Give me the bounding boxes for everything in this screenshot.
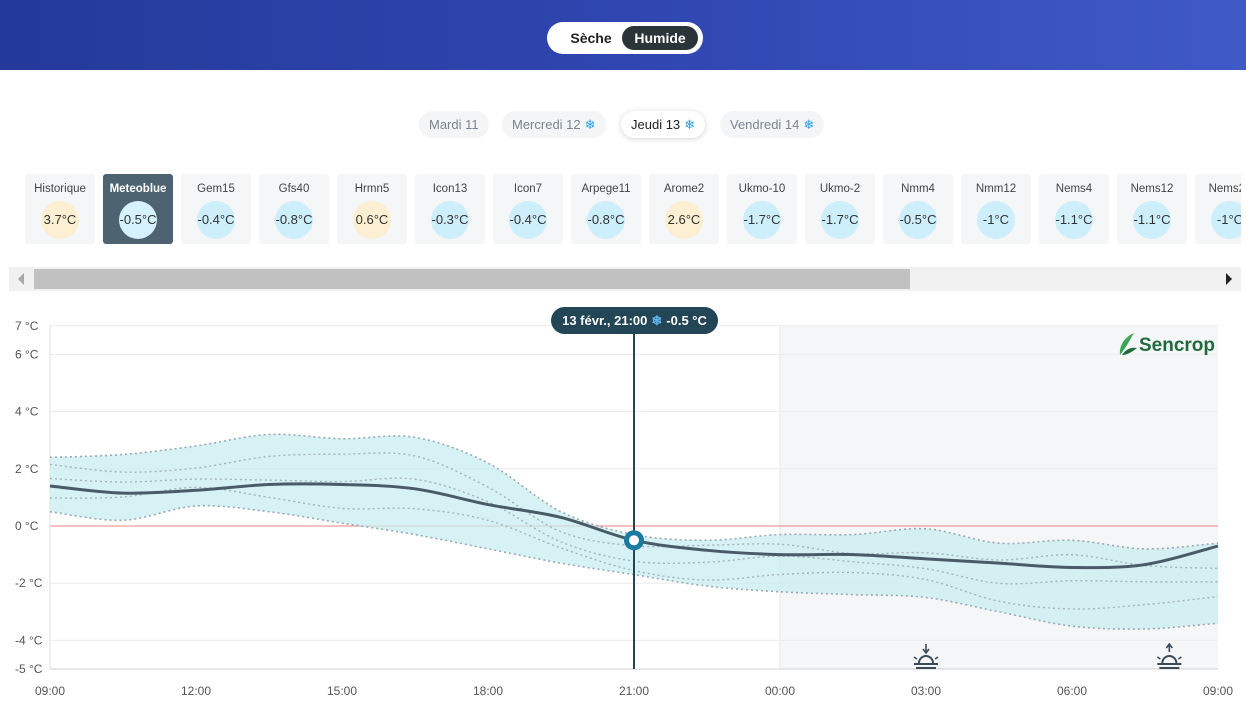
day-tab-label: Mardi 11 [429,117,479,132]
model-card[interactable]: Hrmn5 0.6°C [337,174,407,244]
horizontal-scrollbar[interactable] [9,267,1241,291]
model-card[interactable]: Nmm12 -1°C [961,174,1031,244]
x-tick-label: 09:00 [35,684,65,698]
x-tick-label: 06:00 [1057,684,1087,698]
sunset-icon [913,644,939,669]
brand-name: Sencrop [1139,335,1216,356]
model-temperature: -0.5°C [899,201,937,239]
y-tick-label: 7 °C [15,319,39,333]
x-tick-label: 12:00 [181,684,211,698]
snowflake-icon: ❄ [803,117,815,132]
model-temperature: -1°C [977,201,1015,239]
sunrise-icon [1156,642,1182,669]
y-tick-label: 4 °C [15,405,39,419]
model-name: Hrmn5 [354,183,390,195]
model-temperature: -1.1°C [1055,201,1093,239]
tooltip-value: -0.5 °C [666,313,707,328]
model-temperature: -0.8°C [587,201,625,239]
day-tab-jeudi[interactable]: Jeudi 13 ❄ [621,111,706,138]
y-tick-label: 2 °C [15,462,39,476]
model-card[interactable]: Arome2 2.6°C [649,174,719,244]
model-card[interactable]: Meteoblue -0.5°C [103,174,173,244]
day-tabs: Mardi 11 Mercredi 12 ❄ Jeudi 13 ❄ Vendredi… [0,111,1246,139]
model-temperature: -0.4°C [509,201,547,239]
x-tick-label: 18:00 [473,684,503,698]
model-temperature: -0.8°C [275,201,313,239]
dry-option[interactable]: Sèche [570,30,612,46]
model-name: Arome2 [663,183,705,195]
model-temperature: -1°C [1211,201,1241,239]
selected-point-inner [629,535,639,546]
model-card[interactable]: Nems4 -1.1°C [1039,174,1109,244]
x-tick-label: 00:00 [765,684,795,698]
chart-tooltip: 13 févr., 21:00 ❄ -0.5 °C [551,307,718,334]
model-temperature: -0.5°C [119,201,157,239]
model-temperature: -0.3°C [431,201,469,239]
snowflake-icon: ❄ [584,117,596,132]
model-card[interactable]: Gfs40 -0.8°C [259,174,329,244]
model-name: Ukmo-2 [819,183,861,195]
model-name: Gem15 [197,183,235,195]
day-tab-vendredi[interactable]: Vendredi 14 ❄ [720,111,825,138]
model-temperature: -1.7°C [743,201,781,239]
model-card[interactable]: Ukmo-2 -1.7°C [805,174,875,244]
model-card[interactable]: Gem15 -0.4°C [181,174,251,244]
y-tick-label: -2 °C [15,576,43,590]
model-temperature: 3.7°C [41,201,79,239]
scroll-right-arrow-icon[interactable] [1226,273,1232,285]
model-temperature: 0.6°C [353,201,391,239]
day-tab-label: Mercredi 12 [512,117,581,132]
snowflake-icon: ❄ [651,313,663,328]
tooltip-date: 13 févr., 21:00 [562,313,648,328]
model-name: Nems4 [1055,183,1093,195]
model-temperature: -0.4°C [197,201,235,239]
model-name: Historique [34,183,86,195]
model-card[interactable]: Arpege11 -0.8°C [571,174,641,244]
day-tab-mardi[interactable]: Mardi 11 [419,111,489,138]
model-temperature: -1.1°C [1133,201,1171,239]
model-card[interactable]: Ukmo-10 -1.7°C [727,174,797,244]
temperature-chart[interactable]: 7 °C 6 °C 4 °C 2 °C 0 °C -2 °C -4 °C -5 °C 09:00… [0,300,1246,712]
model-card[interactable]: Icon13 -0.3°C [415,174,485,244]
model-list: Historique 3.7°C Meteoblue -0.5°C Gem15 -0.4°… [0,174,1241,246]
envelope-max-line [49,433,1219,550]
top-header: Sèche Humide [0,0,1246,70]
model-name: Nems24 [1208,183,1241,195]
model-card[interactable]: Historique 3.7°C [25,174,95,244]
model-name: Arpege11 [581,183,631,195]
y-tick-label: 6 °C [15,347,39,361]
model-name: Ukmo-10 [738,183,786,195]
model-name: Nems12 [1130,183,1174,195]
day-tab-mercredi[interactable]: Mercredi 12 ❄ [502,111,606,138]
y-tick-label: 0 °C [15,519,39,533]
x-tick-label: 03:00 [911,684,941,698]
snowflake-icon: ❄ [684,117,696,132]
model-name: Icon13 [432,183,468,195]
model-temperature: 2.6°C [665,201,703,239]
model-name: Gfs40 [278,183,310,195]
scrollbar-thumb[interactable] [34,269,910,289]
scroll-left-arrow-icon[interactable] [18,273,24,285]
model-card[interactable]: Icon7 -0.4°C [493,174,563,244]
y-tick-label: -5 °C [15,662,43,676]
model-card[interactable]: Nmm4 -0.5°C [883,174,953,244]
x-tick-label: 15:00 [327,684,357,698]
x-tick-label: 09:00 [1203,684,1233,698]
forecast-envelope [50,434,1218,630]
model-name: Nmm4 [901,183,935,195]
model-temperature: -1.7°C [821,201,859,239]
day-tab-label: Vendredi 14 [730,117,800,132]
y-tick-label: -4 °C [15,633,43,647]
wet-option[interactable]: Humide [622,26,698,50]
model-name: Meteoblue [109,183,167,195]
model-card[interactable]: Nems12 -1.1°C [1117,174,1187,244]
model-name: Icon7 [513,183,543,195]
day-tab-label: Jeudi 13 [631,117,681,132]
sencrop-leaf-icon [1119,333,1137,355]
model-name: Nmm12 [975,183,1017,195]
model-card[interactable]: Nems24 -1°C [1195,174,1241,244]
brand-logo: Sencrop [1117,331,1215,357]
x-tick-label: 21:00 [619,684,649,698]
dry-wet-toggle[interactable]: Sèche Humide [547,22,703,54]
